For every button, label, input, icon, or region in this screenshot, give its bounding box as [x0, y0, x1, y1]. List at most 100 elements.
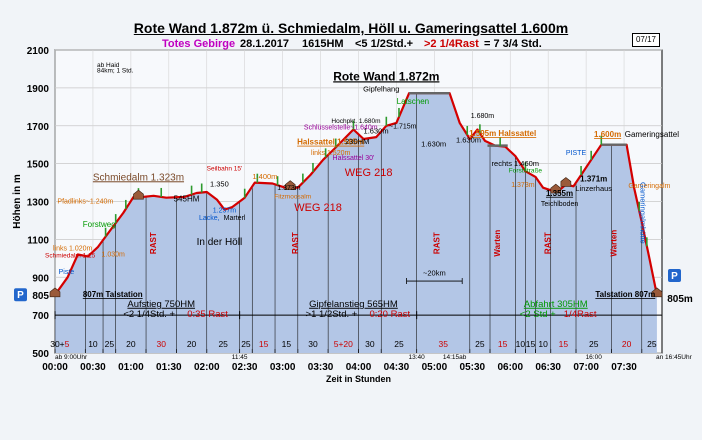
chart-annotation: links 1.020m	[53, 246, 92, 253]
y-tick-label: 1300	[27, 198, 50, 209]
chart-annotation: Forststraße	[509, 168, 543, 175]
chart-annotation: Latschen	[397, 97, 429, 106]
segment-duration: 25	[241, 339, 251, 349]
main-title: Rote Wand 1.872m ü. Schmiedalm, Höll u. …	[133, 20, 569, 36]
chart-annotation: Halssattel 30'	[333, 155, 375, 162]
chart-annotation: Fitzmoosalm	[274, 194, 311, 201]
chart-annotation: Forstweg	[83, 220, 116, 229]
segment-duration: 25	[647, 339, 657, 349]
chart-annotation: 1.630m	[456, 135, 481, 144]
vertical-label: RAST	[149, 232, 158, 254]
y-tick-label: 1500	[27, 160, 50, 171]
profile-area	[55, 93, 657, 353]
subtitle-region: Totes Gebirge	[162, 38, 236, 50]
x-tick-label: 06:00	[497, 362, 523, 373]
chart-annotation: Gipfelhang	[363, 85, 399, 94]
chart-annotation: 230HM	[345, 137, 369, 146]
chart-annotation: Schmiedalm 1.323m	[93, 172, 184, 183]
chart-annotation: Gameringalm	[628, 183, 670, 190]
x-axis-title: Zeit in Stunden	[326, 374, 391, 384]
segment-duration: 20	[622, 339, 632, 349]
subtitle-hm: 1615HM	[302, 38, 344, 50]
chart-annotation: 807m Talstation	[83, 290, 143, 299]
y-tick-label: 2100	[27, 46, 50, 57]
segment-duration: 25	[218, 339, 228, 349]
segment-duration: 15	[559, 339, 569, 349]
hut-marker	[651, 287, 663, 298]
chart-annotation: ab Haid	[97, 62, 120, 69]
chart-annotation: 0:20 Rast	[369, 309, 410, 320]
y-tick-label: 805	[32, 291, 49, 302]
vertical-label: Warten	[493, 230, 502, 257]
x-tick-label: 07:30	[611, 362, 637, 373]
chart-annotation: 1.371m	[580, 175, 607, 184]
chart-annotation: 1.030m	[101, 251, 125, 258]
chart-annotation: links 1.520m	[311, 150, 350, 157]
chart-annotation: In der Höll	[197, 237, 243, 248]
chart-annotation: Pfadlinks~1.240m	[57, 198, 113, 205]
chart-title-header: Rote Wand 1.872m ü. Schmiedalm, Höll u. …	[0, 20, 702, 38]
chart-annotation: 1.400m	[252, 172, 277, 181]
chart-annotation: 1.373m	[511, 182, 535, 189]
parking-icon-left-letter: P	[17, 290, 24, 301]
hut-marker	[49, 287, 61, 298]
chart-annotation: rechts 1.460m	[492, 159, 540, 168]
chart-annotation: Linzerhaus	[575, 184, 612, 193]
clock-time: 14:15ab	[443, 354, 467, 361]
chart-annotation: 1.355m	[546, 189, 573, 198]
segment-duration: 20	[187, 339, 197, 349]
segment-duration: 10	[516, 339, 526, 349]
parking-icon-right-letter: P	[671, 271, 678, 282]
clock-time: 13:40	[409, 354, 426, 361]
x-tick-label: 05:00	[422, 362, 448, 373]
segment-duration: 25	[475, 339, 485, 349]
clock-time: an 16:45Uhr	[656, 354, 693, 361]
chart-annotation: ~20km	[423, 268, 446, 277]
x-tick-label: 01:00	[118, 362, 144, 373]
chart-annotation: Seilbahn 15'	[207, 165, 243, 172]
chart-annotation: Piste	[59, 269, 75, 276]
hut-marker	[550, 183, 562, 194]
chart-annotation: PISTE	[566, 150, 587, 157]
chart-annotation: Gameringsattel	[625, 130, 679, 139]
parking-height-right: 805m	[667, 294, 693, 305]
vertical-label: RAST	[291, 232, 300, 254]
chart-annotation: Rote Wand 1.872m	[333, 69, 439, 83]
segment-duration: 35	[438, 339, 448, 349]
hut-marker	[133, 189, 144, 200]
chart-annotation: 1.680m	[471, 113, 495, 120]
vertical-label: RAST	[544, 232, 553, 254]
clock-time: 11:45	[232, 354, 248, 361]
parking-icon-right	[668, 269, 681, 283]
chart-annotation: Gipfelanstieg 565HM	[309, 299, 398, 310]
chart-annotation: Teichlboden	[541, 201, 578, 208]
chart-annotation: 1.630m	[421, 140, 446, 149]
segment-duration: 20	[126, 339, 136, 349]
subtitle-time-c: = 7 3/4 Std.	[484, 38, 542, 50]
chart-annotation: WEG 218	[345, 167, 393, 179]
chart-annotation: Schmiedalm 1:15	[45, 252, 96, 259]
subtitle-time-b: >2 1/4Rast	[424, 38, 479, 50]
hut-marker	[560, 177, 572, 187]
chart-annotation: <2 Std +	[520, 309, 556, 320]
chart-annotation: 1.373m	[277, 185, 301, 192]
chart-annotation: WEG 218	[294, 202, 342, 214]
x-tick-label: 03:00	[270, 362, 296, 373]
x-tick-label: 04:30	[384, 362, 410, 373]
vertical-label: RAST	[432, 232, 441, 254]
chart-annotation: 545HM	[174, 195, 200, 204]
segment-duration: 15	[282, 339, 292, 349]
x-tick-label: 05:30	[460, 362, 486, 373]
segment-duration: 15	[526, 339, 536, 349]
x-tick-label: 02:00	[194, 362, 220, 373]
y-tick-label: 900	[32, 273, 49, 284]
chart-annotation: 84km; 1 Std.	[97, 68, 134, 75]
chart-annotation: ~1.715m	[389, 124, 417, 131]
chart-annotation: 1.350	[210, 179, 229, 188]
chart-annotation: 1.257m	[213, 207, 237, 214]
hut-marker	[284, 180, 296, 190]
chart-annotation: Lacke,	[199, 215, 220, 222]
x-tick-label: 01:30	[156, 362, 182, 373]
